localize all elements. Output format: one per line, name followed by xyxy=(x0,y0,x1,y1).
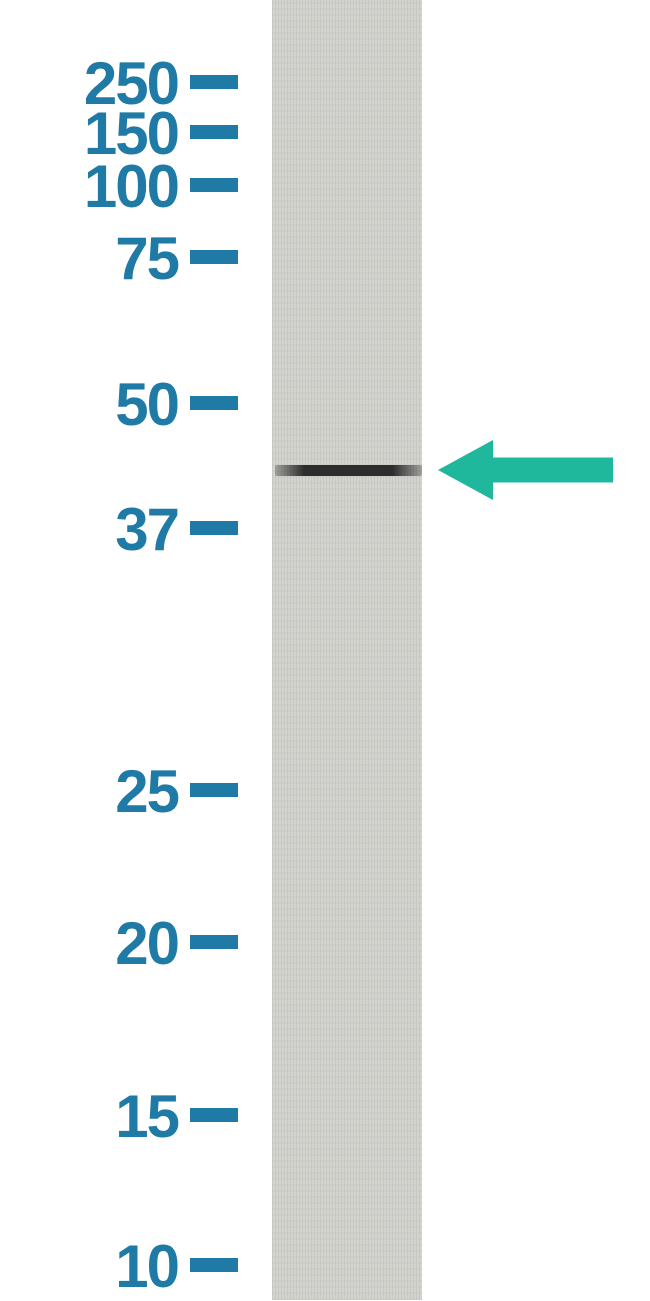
protein-band xyxy=(275,465,422,476)
ladder-tick xyxy=(190,75,238,89)
ladder-tick xyxy=(190,125,238,139)
band-indicator-arrow xyxy=(438,435,623,505)
ladder-tick xyxy=(190,396,238,410)
ladder-tick xyxy=(190,1258,238,1272)
ladder-label: 10 xyxy=(115,1232,178,1301)
ladder-label: 50 xyxy=(115,370,178,439)
ladder-label: 25 xyxy=(115,757,178,826)
ladder-label: 37 xyxy=(115,495,178,564)
ladder-label: 75 xyxy=(115,224,178,293)
arrow-icon xyxy=(438,435,623,505)
ladder-tick xyxy=(190,250,238,264)
western-blot-diagram: 25015010075503725201510 xyxy=(0,0,650,1300)
ladder-tick xyxy=(190,178,238,192)
ladder-label: 20 xyxy=(115,909,178,978)
ladder-label: 15 xyxy=(115,1082,178,1151)
ladder-label: 100 xyxy=(84,152,178,221)
gel-lane xyxy=(272,0,422,1300)
ladder-tick xyxy=(190,521,238,535)
ladder-tick xyxy=(190,935,238,949)
ladder-tick xyxy=(190,783,238,797)
ladder-tick xyxy=(190,1108,238,1122)
